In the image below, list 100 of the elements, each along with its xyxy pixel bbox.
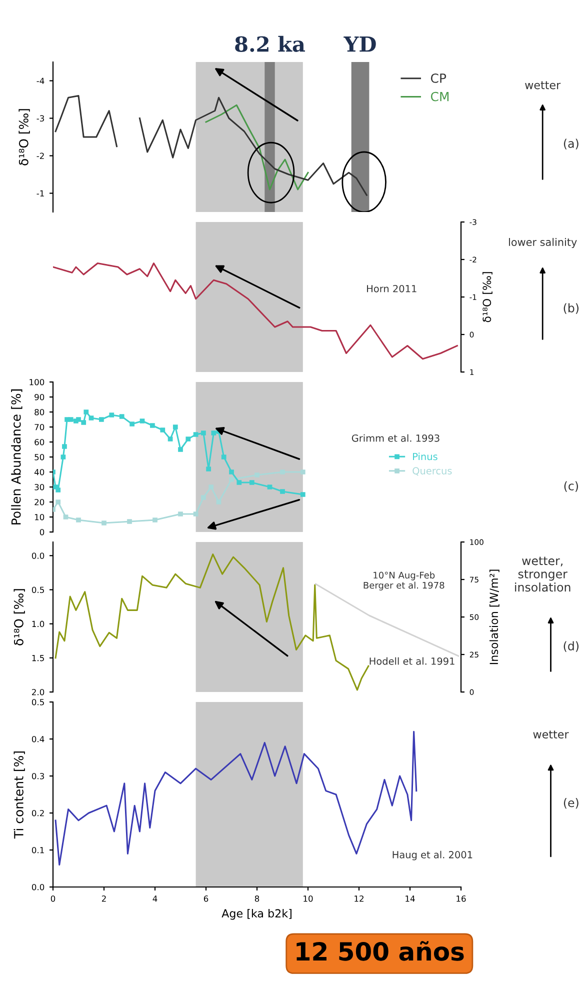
y-tick-label: 20	[34, 498, 44, 506]
annotation: Grimm et al. 1993	[352, 434, 440, 442]
y-tick-label: 1.5	[32, 655, 44, 662]
y-tick-label: 1.0	[32, 620, 44, 628]
y-tick-label: 0.0	[32, 884, 44, 890]
y-tick-label: 0.4	[32, 736, 44, 742]
y-tick-label: 0.3	[32, 772, 44, 780]
point	[84, 410, 89, 414]
point	[193, 432, 198, 437]
point	[300, 492, 306, 497]
x-tick-label: 4	[152, 896, 158, 902]
legend-label: CP	[430, 73, 446, 83]
point	[186, 436, 191, 442]
point	[178, 512, 183, 516]
text: wetter, stronger insolation	[515, 556, 570, 592]
point	[201, 430, 206, 436]
y-axis-title: Ti content [%]	[14, 751, 25, 839]
point	[109, 412, 114, 418]
y-tick-label: 0.1	[32, 846, 44, 854]
annotation: Hodell et al. 1991	[370, 657, 454, 665]
point	[62, 444, 67, 449]
y-axis-title: δ¹⁸O [‰]	[18, 109, 30, 166]
x-tick-label: 10	[304, 895, 313, 902]
x-tick-label: 12	[354, 895, 364, 902]
point	[140, 418, 145, 424]
point	[254, 472, 260, 478]
y-axis-title: Pollen Abundance [%]	[11, 389, 22, 524]
point	[68, 417, 74, 422]
point	[229, 470, 234, 474]
text: wetter	[525, 81, 561, 90]
y-tick-label: 40	[34, 468, 44, 476]
y-tick-label: 0.5	[32, 586, 44, 594]
point	[249, 480, 254, 485]
point	[99, 417, 104, 422]
point	[53, 484, 58, 490]
y-tick-label: 30	[34, 484, 44, 490]
line-series	[53, 262, 458, 360]
point	[201, 495, 206, 500]
point	[280, 489, 285, 494]
annotation: 10°N Aug-Feb Berger et al. 1978	[364, 572, 444, 590]
point	[221, 454, 226, 460]
y-tick-label: 60	[34, 438, 44, 446]
y-tick-label: 0.5	[32, 698, 44, 706]
text: 12 500 años	[296, 941, 464, 961]
y-tick-label: 90	[34, 394, 44, 400]
legend-label: Pinus	[413, 452, 438, 460]
point	[216, 500, 222, 504]
y-tick-label: -1	[36, 190, 44, 196]
x-axis-title: Age [ka b2k]	[222, 908, 292, 920]
y-tick-label: 0	[40, 528, 44, 536]
point	[56, 500, 61, 504]
point	[150, 423, 155, 428]
point	[76, 417, 81, 422]
text: (a)	[564, 138, 578, 150]
annotation: Haug et al. 2001	[392, 850, 472, 860]
point	[193, 512, 198, 516]
text: (b)	[564, 303, 578, 314]
x-tick-label: 6	[204, 895, 208, 902]
point	[56, 488, 61, 492]
y-tick-label: 70	[34, 424, 44, 430]
y-tick-label: 10	[34, 514, 44, 520]
point	[81, 420, 86, 425]
point	[119, 414, 124, 419]
band-label: YD	[344, 36, 376, 52]
text: lower salinity	[509, 238, 577, 248]
y-tick-label: 0.0	[32, 552, 44, 559]
x-tick-label: 0	[50, 895, 56, 902]
point	[229, 477, 234, 482]
y-tick-label: 50	[34, 454, 44, 460]
point	[76, 518, 81, 522]
text: (e)	[564, 798, 578, 809]
point	[88, 416, 94, 420]
text: wetter	[533, 730, 569, 739]
annotation: Horn 2011	[367, 284, 416, 292]
y-tick-label: 2.0	[32, 688, 44, 696]
y-tick-label: -2	[36, 152, 44, 159]
point	[168, 436, 173, 442]
point	[127, 519, 132, 524]
y2-axis-title: Insolation [W/m²]	[489, 570, 500, 664]
point	[160, 428, 166, 432]
x-tick-label: 2	[102, 895, 106, 902]
y-tick-label: -4	[36, 78, 44, 84]
point	[267, 484, 272, 490]
point	[64, 417, 70, 422]
point	[236, 480, 242, 485]
legend-label: Quercus	[412, 467, 452, 476]
point	[172, 424, 178, 430]
x-tick-label: 16	[456, 895, 466, 902]
point	[60, 454, 66, 460]
point	[300, 470, 306, 474]
point	[280, 470, 285, 474]
point	[206, 466, 211, 472]
y-tick-label: -3	[36, 115, 44, 122]
text: (c)	[564, 481, 578, 492]
band-label: 8.2 ka	[235, 36, 305, 52]
y-tick-label: 0.2	[32, 810, 44, 816]
y-tick-label: 80	[34, 408, 44, 416]
line-series	[54, 730, 418, 866]
point	[130, 422, 134, 426]
y-tick-label: 100	[30, 378, 44, 386]
